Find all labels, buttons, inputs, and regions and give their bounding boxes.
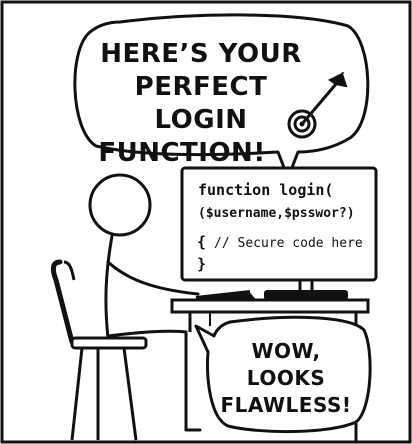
code-comment: // Secure code here	[214, 236, 363, 251]
arrow-icon	[300, 71, 348, 125]
bottom-speech-bubble	[194, 315, 372, 434]
top-speech-text: HERE’S YOUR PERFECT LOGIN FUNCTION!	[86, 38, 316, 170]
bottom-speech-text: WOW, LOOKS FLAWLESS!	[210, 338, 362, 419]
chair	[50, 259, 148, 441]
top-speech-line: FUNCTION!	[98, 138, 266, 168]
top-speech-bubble	[73, 13, 370, 180]
bottom-speech-line: WOW,	[251, 339, 321, 363]
bottom-speech-line: FLAWLESS!	[220, 393, 352, 417]
top-speech-line: PERFECT LOGIN	[134, 72, 268, 135]
head	[88, 173, 152, 237]
code-open-brace: {	[197, 233, 207, 251]
code-line-4: }	[197, 255, 207, 273]
code-line-1: function login(	[198, 181, 334, 199]
bottom-speech-line: LOOKS	[246, 366, 326, 390]
monitor	[180, 166, 378, 300]
keyboard	[191, 290, 258, 301]
top-speech-line: HERE’S YOUR	[100, 39, 302, 69]
thigh	[106, 329, 188, 338]
stick-figure	[88, 173, 202, 432]
torso	[104, 234, 114, 340]
code-line-2: ($username,$psswor?)	[198, 206, 355, 221]
arm	[106, 260, 200, 296]
code-line-3: { // Secure code here	[197, 233, 363, 251]
